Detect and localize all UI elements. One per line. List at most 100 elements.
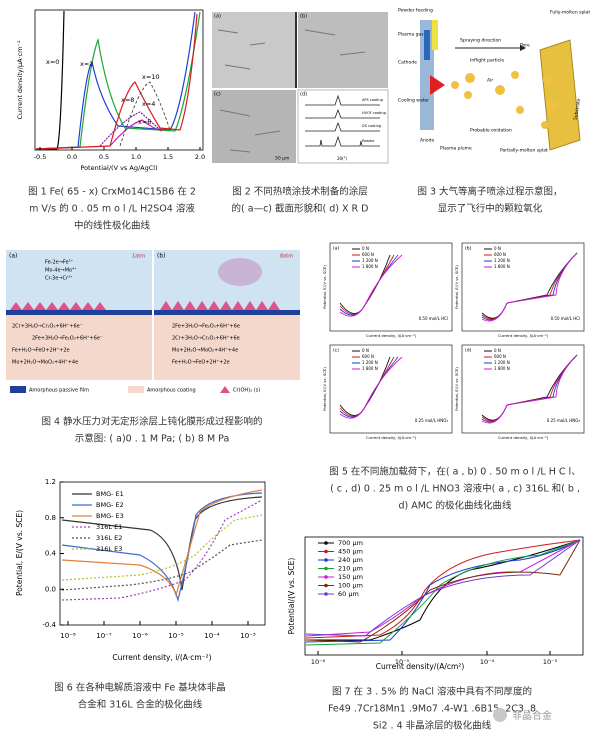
x-axis-label: Current density, i/(A·cm⁻²) [112,653,211,662]
solution-a [6,250,152,310]
legend-swatch [10,386,26,393]
legend-text: 150 μm [338,573,363,581]
legend-text: 316L E1 [96,523,122,531]
cluster [218,258,262,286]
legend-text: BMG- E2 [96,501,124,509]
legend-text: 316L E3 [96,545,122,553]
solution-label: 0.25 mol/L HNO₃ [547,418,581,423]
legend-text: 0 N [362,246,369,251]
diagram-label: Air [487,78,493,84]
caption-line: ( c , d) 0 . 25 m o l /L HNO3 溶液中( a , c… [330,483,580,495]
x-tick-label: 0.0 [67,153,77,161]
curve [339,356,403,419]
y-axis-label: Potential, E/(V vs. SCE) [322,265,327,309]
diagram-label: Substrate [573,98,583,121]
micrograph [212,12,296,88]
y-axis-label: Potential, E/(V vs. SCE) [454,265,459,309]
curve-label: x=2 [80,60,93,68]
pressure-label: 1atm [132,254,145,260]
y-tick-label: 0.8 [45,514,56,522]
legend-text: 1 200 N [362,258,378,263]
legend-text: 0 N [362,348,369,353]
y-axis-label: Potential, E/(V vs. SCE) [322,367,327,411]
caption-line: 示意图: ( a)0 . 1 M Pa; ( b) 8 M Pa [75,433,230,445]
legend-text: APS coating [362,98,383,102]
curve [305,539,581,643]
caption-line: 中的线性极化曲线 [74,220,151,232]
torch [420,20,434,130]
caption-line: Fe49 .7Cr18Mn1 .9Mo7 .4-W1 .6B15 .2C3 .8 [328,704,536,715]
solution-label: 0.50 mol/L HCl [551,316,580,321]
diagram-label: Anode [420,138,435,144]
legend-text: 450 μm [338,548,363,556]
panel-label: (d) [465,348,472,354]
legend-text: 1 200 N [494,360,510,365]
legend-marker [324,583,328,588]
legend-text: 1 200 N [494,258,510,263]
caption-line: 的( a—c) 截面形貌和( d) X R D [232,203,369,215]
curve [35,11,196,150]
feeder [432,20,438,50]
diagram-label: Pore [520,43,530,49]
cathode [424,30,430,60]
x-tick-label: 2.0 [195,153,205,161]
diagram-label: Plasma gas [398,32,424,38]
x-axis-label: Current density, I/(A·cm⁻²) [498,435,549,440]
legend-marker [324,549,328,554]
y-axis-label: Potential, E/(V vs. SCE) [15,510,24,596]
reaction: Mo+2H₂O→MoO₂+4H⁺+4e [172,348,238,354]
reaction: Mo-4e→Mo⁴⁺ [45,268,77,274]
legend-text: 100 μm [338,582,363,590]
legend-text: 600 N [494,252,506,257]
figure-7-plot [304,536,584,656]
diagram-label: Cathode [398,60,417,66]
panel-label: (b) [465,246,472,252]
legend-text: Amorphous passive film [29,388,89,394]
curve [61,499,263,601]
caption-line: 图 4 静水压力对无定形涂层上钝化膜形成过程影响的 [41,416,262,428]
y-tick-label: 0.4 [45,550,57,558]
panel-label: (c) [214,92,221,98]
reaction: Fe-2e→Fe²⁺ [45,260,74,266]
curve [61,489,263,598]
legend-text: 0 N [494,246,501,251]
watermark: 非晶合金 [512,709,552,722]
y-tick-label: 1.2 [45,478,56,486]
caption-line: 图 1 Fe( 65 - x) CrxMo14C15B6 在 2 [28,186,196,198]
curve [305,539,581,646]
diagram-label: Powder feeding [398,8,433,14]
legend-text: Powder [362,139,375,143]
curve [305,539,581,637]
curve [305,539,581,639]
panel-label: (c) [333,348,339,354]
y-tick-label: 0.0 [45,585,56,593]
pressure-label: 8atm [280,254,293,260]
caption-line: d) AMC 的极化曲线化曲线 [398,500,512,512]
subplot-axes [461,242,585,332]
micrograph [298,12,388,88]
diagram-label: Fully-molten splat [550,10,590,16]
watermark-icon [493,708,507,722]
legend-text: BMG- E3 [96,512,124,520]
curve-label: x=8 [121,96,134,104]
y-axis-label: Potential, E/(V vs. SCE) [454,367,459,411]
x-tick-label: 10⁻³ [240,632,256,640]
legend-text: Amorphous coating [147,388,196,394]
x-tick-label: 10⁻⁵ [168,632,184,640]
x-tick-label: 0.5 [99,153,109,161]
y-tick-label: -0.4 [42,621,56,629]
legend-marker [324,575,328,579]
curve [119,81,171,147]
caption-line: 图 5 在不同施加载荷下，在( a , b) 0 . 50 m o l /L H… [329,466,580,478]
curve [481,252,578,322]
diagram-label: Cooling water [398,98,429,104]
x-axis-label: Current density, I/(A·cm⁻²) [366,333,417,338]
legend-text: 316L E2 [96,534,122,542]
solution-label: 0.25 mol/L HNO₃ [415,418,449,423]
curve-label: x=10 [142,73,160,81]
diagram-label: Probable oxidation [470,128,512,134]
legend-text: 0 N [494,348,501,353]
curve [61,539,263,591]
x-tick-label: -0.5 [34,153,47,161]
